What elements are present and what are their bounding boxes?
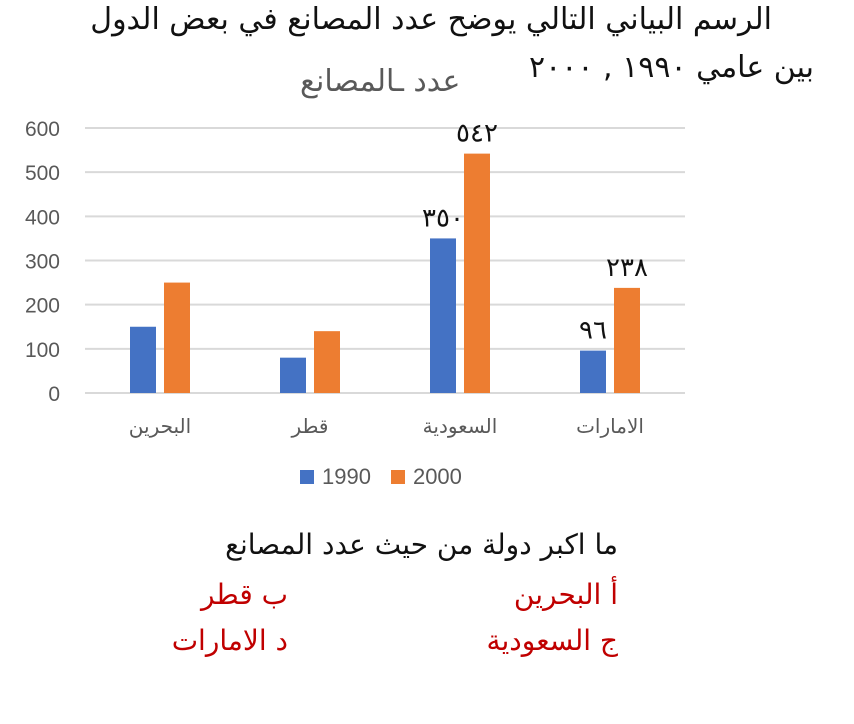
x-tick-label-0: البحرين: [129, 414, 191, 438]
y-tick-label-200: 200: [25, 295, 60, 318]
option-d[interactable]: د الامارات: [171, 624, 288, 657]
bar-2000-3: [614, 287, 640, 393]
y-tick-label-600: 600: [25, 118, 60, 141]
legend: 1990 2000: [300, 464, 472, 490]
bar-1990-3: [580, 350, 606, 393]
bar-2000-0: [164, 282, 190, 393]
bar-1990-2: [430, 238, 456, 393]
legend-item-1990: 1990: [300, 464, 371, 490]
x-tick-label-2: السعودية: [423, 414, 498, 438]
option-b[interactable]: ب قطر: [200, 578, 288, 611]
heading-line-2: بين عامي ١٩٩٠ , ٢٠٠٠: [529, 50, 814, 85]
legend-label-1990: 1990: [322, 464, 371, 489]
question-text: ما اكبر دولة من حيث عدد المصانع: [225, 528, 618, 561]
option-a[interactable]: أ البحرين: [513, 578, 618, 611]
heading-line-1: الرسم البياني التالي يوضح عدد المصانع في…: [90, 2, 772, 37]
bar-2000-2: [464, 153, 490, 393]
option-c[interactable]: ج السعودية: [486, 624, 618, 657]
y-tick-label-300: 300: [25, 251, 60, 274]
bar-2000-1: [314, 331, 340, 393]
x-tick-label-3: الامارات: [576, 414, 644, 438]
legend-label-2000: 2000: [412, 464, 462, 489]
y-tick-label-400: 400: [25, 206, 60, 229]
y-tick-label-500: 500: [25, 162, 60, 185]
data-label-3: ٩٦: [579, 316, 607, 346]
data-label-0: ٥٤٢: [456, 119, 498, 149]
legend-item-2000: 2000: [390, 464, 462, 490]
x-tick-label-1: قطر: [290, 414, 328, 438]
bar-1990-1: [280, 357, 306, 393]
y-tick-label-0: 0: [48, 383, 60, 406]
legend-swatch-2000: [390, 470, 405, 484]
data-label-1: ٣٥٠: [422, 203, 464, 233]
legend-swatch-1990: [300, 470, 314, 484]
chart-title: عدد ـالمصانع: [300, 64, 461, 99]
data-label-2: ٢٣٨: [606, 253, 648, 283]
y-tick-label-100: 100: [25, 339, 60, 362]
bar-chart: 0 100 200 300 400 500 600 البحرين قطر السعودية الا…: [25, 118, 685, 438]
bar-1990-0: [130, 326, 156, 393]
